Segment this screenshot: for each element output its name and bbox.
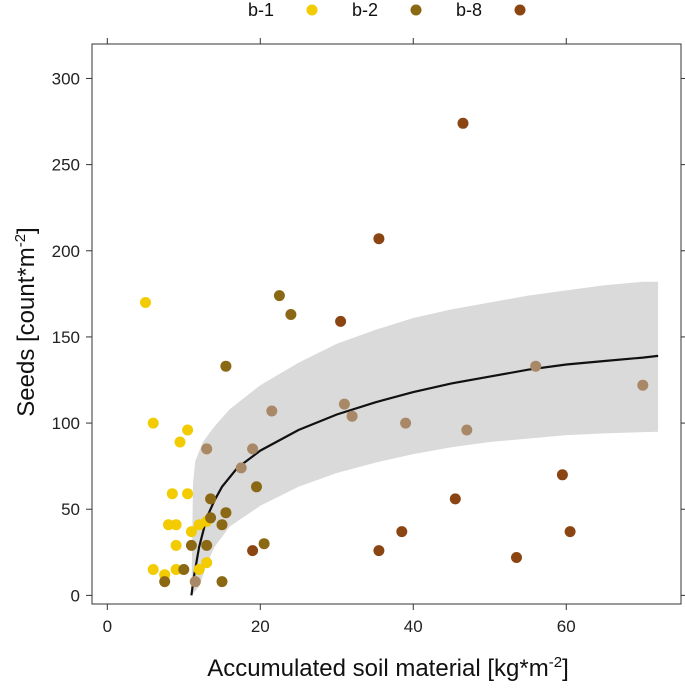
legend-marker	[306, 4, 318, 16]
data-point	[247, 443, 259, 455]
data-point	[201, 443, 213, 455]
data-point	[564, 526, 576, 538]
points-layer	[140, 117, 649, 588]
y-tick-label: 0	[71, 586, 80, 605]
data-point	[556, 469, 568, 481]
data-point	[216, 576, 228, 588]
data-point	[174, 436, 186, 448]
legend-label: b-1	[248, 0, 274, 20]
data-point	[170, 519, 182, 531]
data-point	[235, 462, 247, 474]
series-extra-3	[189, 360, 649, 588]
x-tick-label: 20	[251, 617, 270, 636]
data-point	[220, 360, 232, 372]
data-point	[193, 564, 205, 575]
data-point	[185, 526, 197, 538]
data-point	[266, 405, 278, 417]
series-b-2	[159, 290, 297, 588]
data-point	[185, 539, 197, 551]
y-tick-label: 100	[52, 414, 80, 433]
data-point	[346, 410, 358, 422]
legend: b-1 b-2 b-8	[248, 0, 526, 20]
data-point	[166, 488, 178, 500]
data-point	[449, 493, 461, 505]
data-point	[373, 545, 385, 557]
x-tick-label: 40	[404, 617, 423, 636]
data-point	[400, 417, 412, 429]
y-tick-label: 50	[61, 500, 80, 519]
x-axis-title: Accumulated soil material [kg*m-2]	[207, 654, 568, 682]
data-point	[182, 424, 194, 436]
data-point	[201, 539, 213, 551]
data-point	[457, 117, 469, 129]
legend-item-b-2: b-2	[352, 0, 422, 20]
data-point	[182, 488, 194, 500]
data-point	[335, 315, 347, 327]
data-point	[637, 379, 649, 391]
plot-frame	[91, 43, 682, 605]
legend-item-b-1: b-1	[248, 0, 318, 20]
confidence-band	[191, 281, 659, 596]
data-point	[205, 493, 217, 505]
data-point	[338, 398, 350, 410]
data-point	[396, 526, 408, 538]
data-point	[147, 564, 159, 575]
data-point	[147, 417, 159, 429]
data-point	[273, 290, 285, 302]
y-axis-title: Seeds [count*m-2]	[12, 227, 40, 416]
data-point	[189, 576, 201, 588]
data-point	[511, 552, 522, 563]
series-b-8	[247, 117, 576, 563]
data-point	[373, 233, 385, 245]
y-tick-label: 250	[52, 156, 80, 175]
data-point	[170, 564, 182, 575]
legend-marker	[514, 4, 526, 16]
legend-item-b-8: b-8	[456, 0, 526, 20]
confidence-band-layer	[191, 281, 659, 596]
y-tick-label: 150	[52, 328, 80, 347]
data-point	[170, 539, 182, 551]
data-point	[159, 576, 171, 588]
y-tick-label: 300	[52, 69, 80, 88]
data-point	[163, 519, 174, 531]
legend-label: b-2	[352, 0, 378, 20]
legend-label: b-8	[456, 0, 482, 20]
data-point	[258, 538, 270, 550]
data-point	[140, 297, 151, 308]
data-point	[201, 557, 213, 569]
axes-layer: 0 20 40 60 0 50 100 150 200 250 300	[52, 38, 685, 636]
data-point	[461, 424, 473, 436]
data-point	[251, 481, 262, 493]
data-point	[285, 309, 297, 320]
y-tick-label: 200	[52, 242, 80, 261]
data-point	[220, 507, 232, 519]
data-point	[247, 545, 259, 557]
x-tick-label: 0	[103, 617, 112, 636]
data-point	[530, 360, 542, 372]
data-point	[178, 564, 190, 575]
data-point	[205, 512, 217, 524]
legend-marker	[410, 4, 422, 16]
x-tick-label: 60	[557, 617, 576, 636]
data-point	[216, 519, 228, 531]
